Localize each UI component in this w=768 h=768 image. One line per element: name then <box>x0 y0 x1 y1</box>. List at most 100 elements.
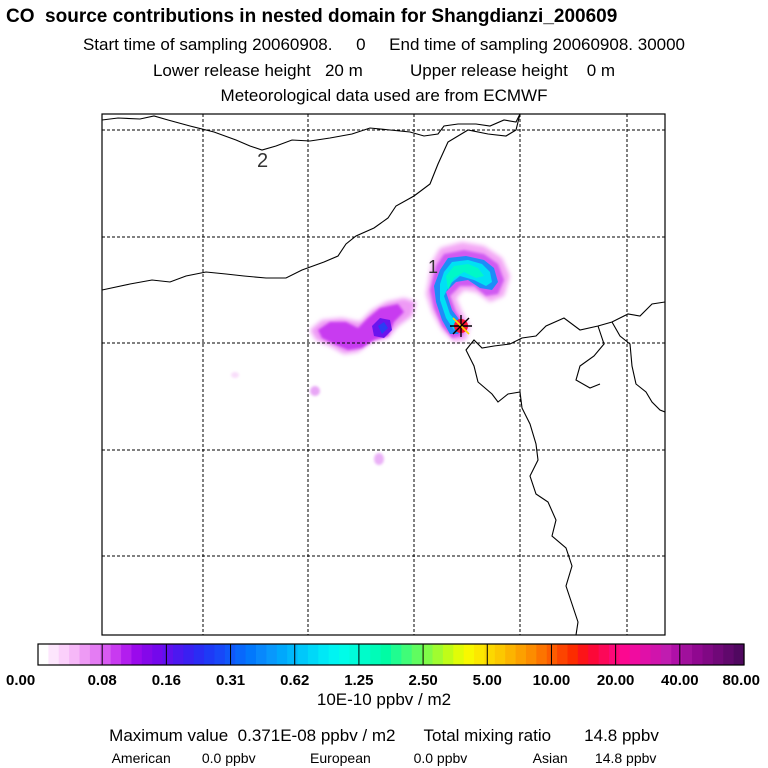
colorbar-swatch <box>640 644 652 665</box>
colorbar-swatch <box>598 644 610 665</box>
region-value-american: 0.0 ppbv <box>201 750 256 766</box>
sampling-line: Start time of sampling 20060908. 0 End t… <box>0 35 768 55</box>
max-label: Maximum value <box>109 726 229 745</box>
release-line: Lower release height 20 m Upper release … <box>0 61 768 81</box>
summary-line: Maximum value 0.371E-08 ppbv / m2 Total … <box>0 726 768 746</box>
start-label: Start time of sampling <box>82 35 248 54</box>
colorbar-swatch <box>339 644 351 665</box>
colorbar-tick-label: 0.00 <box>6 672 35 689</box>
colorbar-swatch <box>235 644 247 665</box>
total-value: 14.8 ppbv <box>584 726 659 745</box>
end-value: 20060908. 30000 <box>552 35 686 54</box>
colorbar-swatch <box>38 644 49 665</box>
plume-field <box>231 242 510 465</box>
colorbar-tick-label: 20.00 <box>597 672 635 689</box>
colorbar-swatch <box>307 644 319 665</box>
colorbar-swatches <box>38 644 745 665</box>
upper-value: 0 m <box>586 61 616 80</box>
colorbar-tick-label: 0.16 <box>152 672 181 689</box>
colorbar-swatch <box>453 644 465 665</box>
colorbar-swatch <box>733 644 745 665</box>
colorbar-tick-label: 0.08 <box>88 672 117 689</box>
colorbar-swatch <box>525 644 537 665</box>
colorbar-swatch <box>204 644 216 665</box>
colorbar-swatch <box>712 644 724 665</box>
colorbar-swatch <box>266 644 278 665</box>
colorbar-swatch <box>276 644 288 665</box>
colorbar-unit: 10E-10 ppbv / m2 <box>316 690 452 709</box>
colorbar-swatch <box>380 644 392 665</box>
colorbar-swatch <box>79 644 91 665</box>
colorbar-swatch <box>183 644 195 665</box>
colorbar-swatch <box>172 644 184 665</box>
colorbar-swatch <box>660 644 672 665</box>
region-name-american: American <box>111 750 171 766</box>
page-title: CO source contributions in nested domain… <box>6 6 618 27</box>
colorbar-swatch <box>141 644 153 665</box>
colorbar-swatch <box>681 644 693 665</box>
colorbar-tick-label: 5.00 <box>473 672 502 689</box>
region-contributions: American 0.0 ppbv European 0.0 ppbv Asia… <box>0 750 768 766</box>
colorbar-swatch <box>692 644 704 665</box>
colorbar-tick-labels: 0.00 0.08 0.16 0.31 0.62 1.25 2.50 5.00 10.00 20.… <box>6 672 760 689</box>
lower-label: Lower release height <box>152 61 311 80</box>
colorbar-swatch <box>463 644 475 665</box>
region-label-1: 1 <box>428 257 438 277</box>
max-value: 0.371E-08 ppbv / m2 <box>237 726 396 745</box>
receptor-star-icon <box>450 315 472 337</box>
colorbar-swatch <box>609 644 621 665</box>
end-label: End time of sampling <box>389 35 548 54</box>
colorbar-swatch <box>328 644 340 665</box>
colorbar-swatch <box>505 644 517 665</box>
colorbar-swatch <box>629 644 641 665</box>
map-frame <box>101 113 666 636</box>
region-value-european: 0.0 ppbv <box>413 750 468 766</box>
colorbar-swatch <box>671 644 683 665</box>
colorbar-swatch <box>152 644 164 665</box>
colorbar-swatch <box>214 644 226 665</box>
colorbar-swatch <box>567 644 579 665</box>
colorbar-swatch <box>256 644 268 665</box>
colorbar-swatch <box>474 644 486 665</box>
colorbar-tick-label: 80.00 <box>722 672 760 689</box>
colorbar-swatch <box>515 644 527 665</box>
colorbar-swatch <box>131 644 143 665</box>
colorbar-swatch <box>432 644 444 665</box>
colorbar-swatch <box>442 644 454 665</box>
colorbar-swatch <box>619 644 631 665</box>
colorbar-swatch <box>588 644 600 665</box>
colorbar-tick-label: 10.00 <box>533 672 571 689</box>
colorbar-swatch <box>391 644 402 665</box>
colorbar-swatch <box>359 644 371 665</box>
colorbar-swatch <box>245 644 257 665</box>
colorbar-swatch <box>494 644 506 665</box>
colorbar-swatch <box>557 644 569 665</box>
colorbar-swatch <box>401 644 413 665</box>
colorbar-swatch <box>48 644 60 665</box>
lower-value: 20 m <box>324 61 363 80</box>
region-name-european: European <box>310 750 371 766</box>
colorbar-swatch <box>536 644 548 665</box>
colorbar-swatch <box>287 644 299 665</box>
region-name-asian: Asian <box>532 750 568 766</box>
colorbar-swatch <box>121 644 133 665</box>
colorbar-swatch <box>349 644 361 665</box>
met-note: Meteorological data used are from ECMWF <box>220 86 548 105</box>
colorbar-swatch <box>723 644 735 665</box>
colorbar-swatch <box>650 644 662 665</box>
colorbar-swatch <box>297 644 309 665</box>
colorbar-swatch <box>69 644 81 665</box>
colorbar-swatch <box>193 644 205 665</box>
colorbar-ticks <box>37 644 745 665</box>
colorbar-swatch <box>110 644 122 665</box>
colorbar-swatch <box>577 644 589 665</box>
colorbar-swatch <box>411 644 423 665</box>
colorbar-tick-label: 1.25 <box>344 672 373 689</box>
colorbar-swatch <box>318 644 330 665</box>
colorbar-swatch <box>162 644 174 665</box>
colorbar-swatch <box>370 644 382 665</box>
grid-lines <box>102 114 665 635</box>
colorbar-swatch <box>546 644 558 665</box>
